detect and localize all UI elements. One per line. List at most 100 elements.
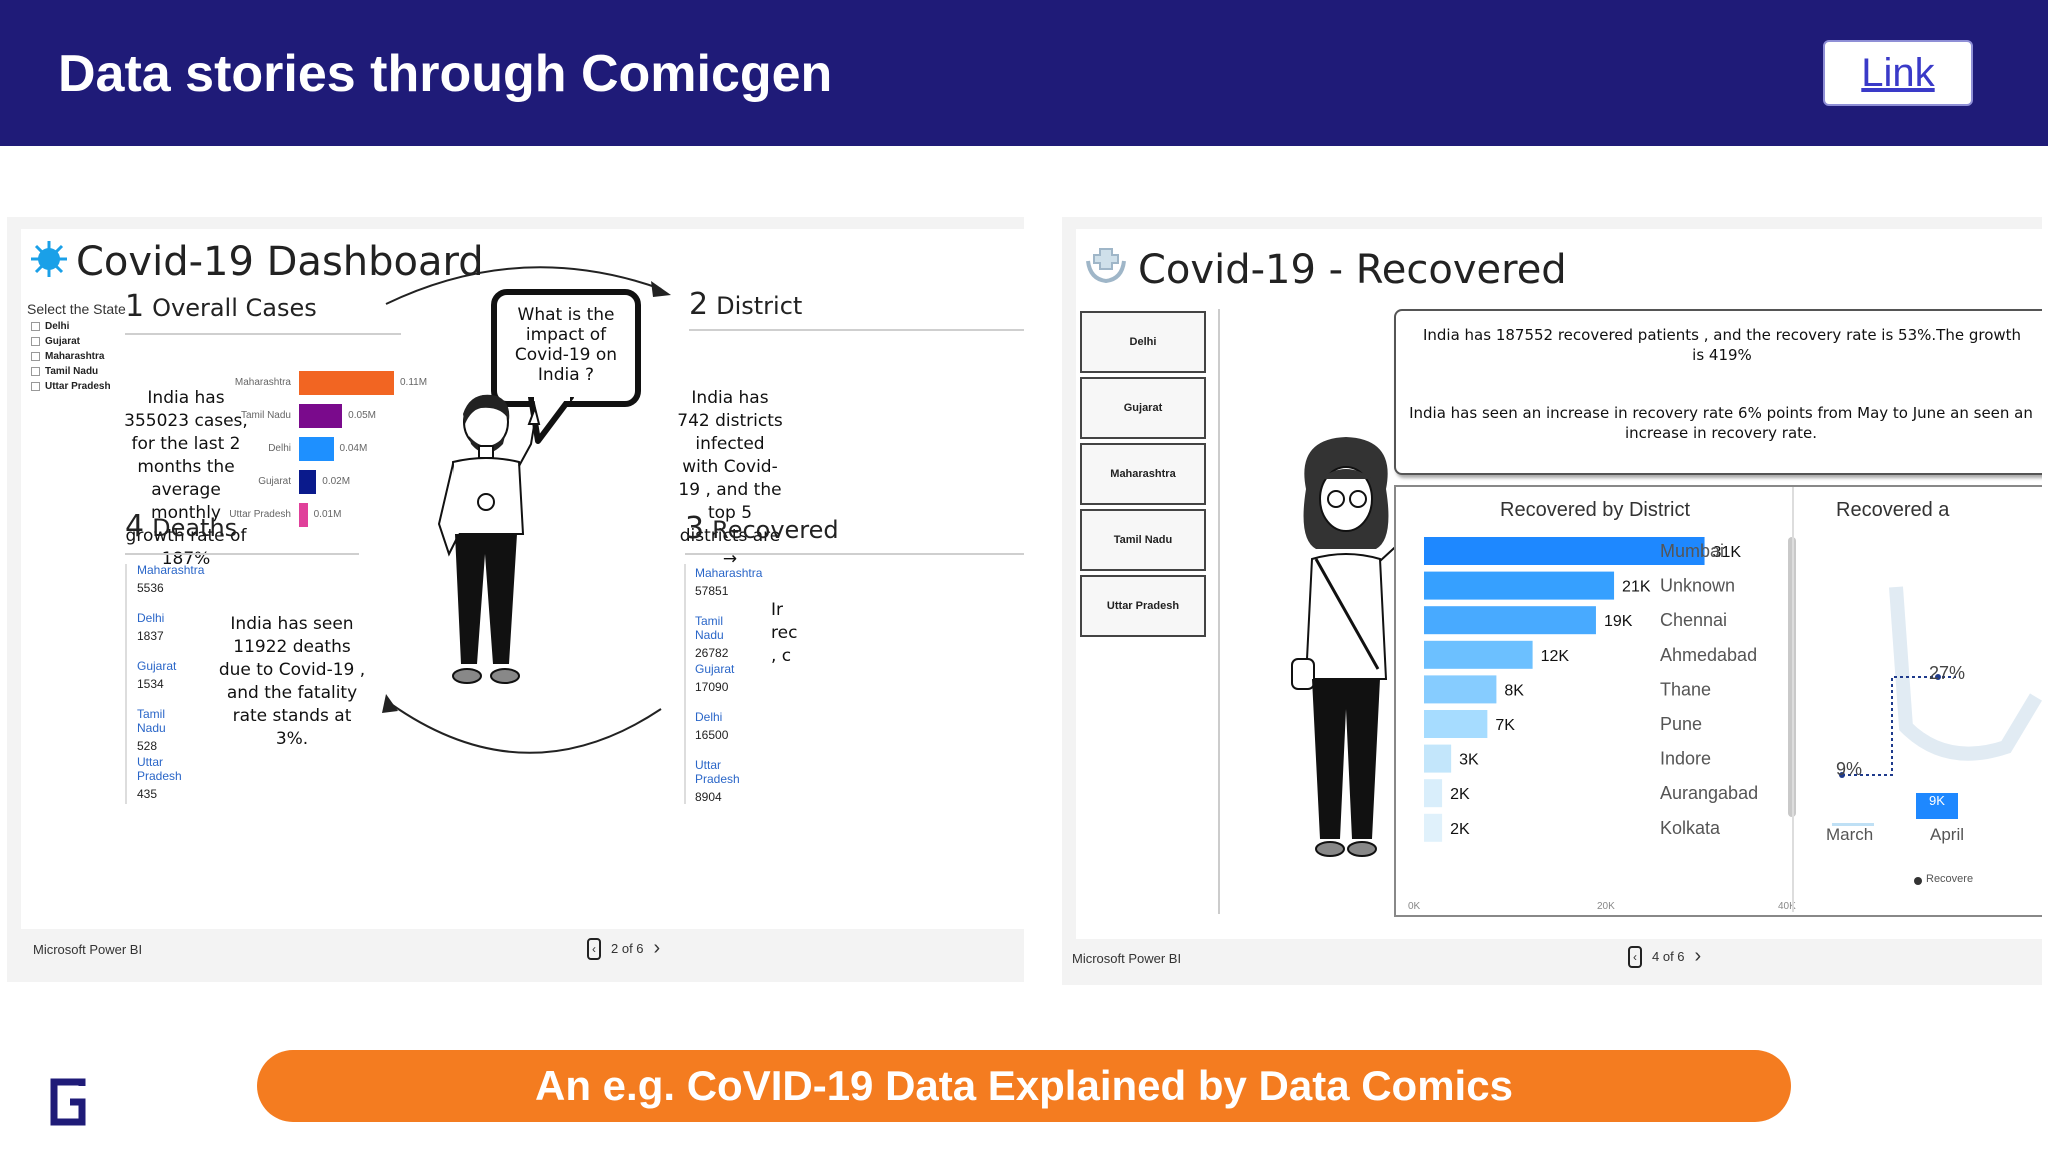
state-button-uttar-pradesh[interactable]: Uttar Pradesh (1080, 575, 1206, 637)
bar-chennai[interactable] (1424, 606, 1596, 635)
bar-value-label: 0.01M (313, 509, 342, 520)
bar[interactable] (299, 371, 394, 395)
deaths-story: India has seen 11922 deaths due to Covid… (218, 614, 366, 749)
prev-page-button[interactable]: ‹ (1628, 945, 1642, 968)
list-item-value: 1534 (137, 677, 164, 691)
district-heading: 2 District (689, 287, 802, 322)
list-item-value: 435 (137, 787, 158, 801)
slicer-item-delhi[interactable]: Delhi (31, 319, 111, 334)
bar-category-label: Pune (1660, 714, 1702, 734)
caring-hands-icon (1086, 248, 1126, 284)
divider (125, 333, 401, 335)
list-item-state: Tamil Nadu (695, 614, 724, 642)
slicer-label: Tamil Nadu (45, 366, 99, 377)
virus-icon (31, 241, 67, 277)
slicer-item-maharashtra[interactable]: Maharashtra (31, 349, 111, 364)
bar-category-label: Kolkata (1660, 818, 1721, 838)
fragment-line: , c (771, 646, 792, 666)
list-item-state: Maharashtra (695, 566, 763, 580)
list-item-value: 17090 (695, 680, 729, 694)
recovered-story-fragment: Ir rec , c (771, 599, 811, 668)
bar-mumbai[interactable] (1424, 537, 1705, 565)
dashboard-title: Covid-19 Dashboard (76, 239, 484, 285)
section-title: Recovered (712, 516, 839, 544)
divider (689, 329, 1024, 331)
recovered-report-title: Covid-19 - Recovered (1138, 247, 1567, 293)
slicer-label: Gujarat (45, 336, 81, 347)
arrow-bottom-icon (382, 694, 662, 754)
arrow-top-icon (385, 266, 671, 305)
state-button-delhi[interactable]: Delhi (1080, 311, 1206, 373)
list-item-value: 5536 (137, 581, 164, 595)
bar-unknown[interactable] (1424, 571, 1615, 600)
bar[interactable] (299, 404, 343, 428)
bar-category-label: Uttar Pradesh (229, 509, 291, 520)
list-item-state: Delhi (695, 710, 723, 724)
header-bar: Data stories through Comicgen Link (0, 0, 2048, 146)
bar[interactable] (299, 470, 317, 494)
left-report-canvas: Covid-19 Dashboard Select the State Delh… (21, 229, 1024, 929)
line-legend: Recovere (1926, 873, 1974, 885)
list-item-value: 57851 (695, 584, 729, 598)
bar-category-label: Chennai (1660, 610, 1727, 630)
checkbox[interactable] (31, 367, 40, 376)
list-item-value: 16500 (695, 728, 729, 742)
bar-value-label: 2K (1450, 786, 1470, 803)
bar-pune[interactable] (1424, 710, 1488, 738)
checkbox[interactable] (31, 322, 40, 331)
bar-value-label: 8K (1504, 682, 1524, 699)
bar-value-label: 3K (1459, 752, 1479, 769)
list-item: Maharashtra 5536 (137, 563, 204, 595)
checkbox[interactable] (31, 337, 40, 346)
next-page-button[interactable]: › (653, 937, 661, 959)
bar-value-label: 0.04M (339, 443, 368, 454)
vertical-divider (1218, 309, 1220, 914)
bar-indore[interactable] (1424, 744, 1452, 773)
recovered-heading: 3 Recovered (685, 511, 839, 546)
list-item-state: Tamil Nadu (137, 707, 166, 735)
divider (685, 553, 1024, 555)
list-item: Gujarat 17090 (695, 662, 734, 694)
bar-aurangabad[interactable] (1424, 779, 1443, 808)
list-item: Tamil Nadu 26782 (695, 614, 728, 660)
bar-value-label: 2K (1450, 821, 1470, 838)
chart-separator (1792, 487, 1794, 912)
bar-ahmedabad[interactable] (1424, 640, 1533, 669)
slicer-item-uttar-pradesh[interactable]: Uttar Pradesh (31, 379, 111, 394)
list-item-value: 528 (137, 739, 158, 753)
list-item-state: Delhi (137, 611, 165, 625)
slicer-item-gujarat[interactable]: Gujarat (31, 334, 111, 349)
bar-value-label: 19K (1604, 613, 1633, 630)
bar[interactable] (299, 503, 308, 527)
list-item: Gujarat 1534 (137, 659, 176, 691)
list-item-state: Uttar Pradesh (137, 755, 182, 783)
left-report-screenshot: Covid-19 Dashboard Select the State Delh… (7, 217, 1024, 982)
bar-kolkata[interactable] (1424, 813, 1443, 842)
overall-cases-bar-chart: Maharashtra 0.11M Tamil Nadu 0.05M Delhi 0.04… (211, 369, 451, 539)
slicer-label: Uttar Pradesh (45, 381, 111, 392)
gramener-logo-icon (50, 1078, 86, 1126)
bar-value-label: 0.02M (322, 476, 351, 487)
list-item-state: Uttar Pradesh (695, 758, 740, 786)
prev-page-button[interactable]: ‹ (587, 937, 601, 960)
state-button-maharashtra[interactable]: Maharashtra (1080, 443, 1206, 505)
slicer-item-tamil-nadu[interactable]: Tamil Nadu (31, 364, 111, 379)
section-number: 3 (685, 511, 705, 546)
next-page-button[interactable]: › (1694, 945, 1702, 967)
section-number: 1 (125, 289, 145, 324)
checkbox[interactable] (31, 382, 40, 391)
recovered-line-chart (1832, 674, 1958, 885)
bar-thane[interactable] (1424, 675, 1497, 704)
recovery-info-box: India has 187552 recovered patients , an… (1394, 309, 2042, 475)
state-button-gujarat[interactable]: Gujarat (1080, 377, 1206, 439)
overall-cases-story: India has 355023 cases, for the last 2 m… (124, 388, 248, 569)
list-item: Uttar Pradesh 435 (137, 755, 182, 801)
slicer-heading: Select the State (27, 301, 126, 317)
link-button[interactable]: Link (1823, 40, 1973, 106)
bar[interactable] (299, 437, 334, 461)
bar-category-label: Delhi (268, 443, 291, 454)
axis-tick-label: 20K (1597, 901, 1615, 912)
state-button-tamil-nadu[interactable]: Tamil Nadu (1080, 509, 1206, 571)
checkbox[interactable] (31, 352, 40, 361)
axis-tick-label: 40K (1778, 901, 1796, 912)
